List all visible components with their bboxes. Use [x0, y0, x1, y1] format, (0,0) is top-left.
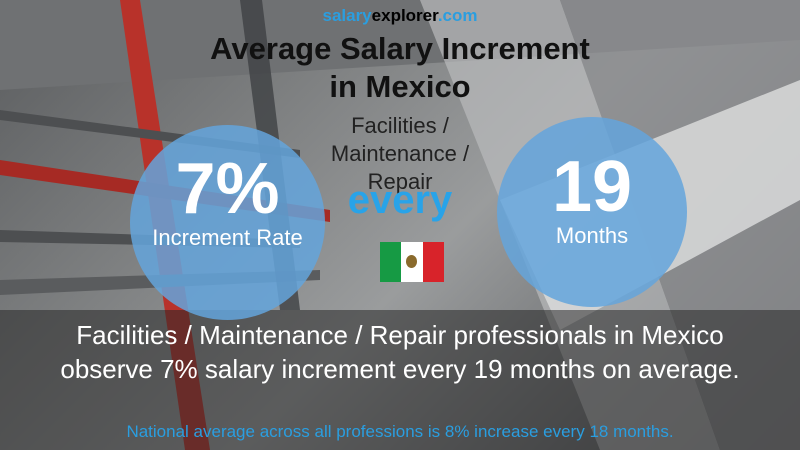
brand-part-domain: .com: [437, 6, 478, 25]
job-category-line-3: Repair: [367, 169, 433, 194]
job-category: Facilities / Maintenance / Repair: [300, 112, 500, 196]
brand-part-salary: salary: [322, 6, 372, 25]
page-title: Average Salary Increment in Mexico: [150, 30, 650, 106]
job-category-line-2: Maintenance /: [330, 141, 470, 166]
flag-stripe-white: [401, 242, 423, 282]
title-line-2: in Mexico: [329, 69, 471, 104]
period-circle: 19 Months: [497, 117, 687, 307]
summary-line-1: Facilities / Maintenance / Repair profes…: [76, 320, 724, 350]
job-category-line-1: Facilities /: [351, 113, 449, 138]
flag-stripe-red: [422, 242, 444, 282]
increment-rate-label: Increment Rate: [152, 225, 303, 250]
flag-emblem: [406, 255, 418, 268]
increment-rate-circle: 7% Increment Rate: [130, 125, 325, 320]
mexico-flag-icon: [380, 242, 444, 282]
flag-stripe-green: [380, 242, 402, 282]
summary-text: Facilities / Maintenance / Repair profes…: [0, 318, 800, 386]
site-logo[interactable]: salaryexplorer.com: [0, 6, 800, 26]
summary-band: [0, 310, 800, 450]
period-label: Months: [555, 223, 629, 248]
national-average-note: National average across all professions …: [126, 422, 674, 441]
brand-part-explorer: explorer: [371, 6, 438, 25]
increment-rate-value: 7%: [175, 149, 280, 229]
period-value: 19: [551, 147, 633, 227]
every-connector: every: [347, 178, 453, 222]
title-line-1: Average Salary Increment: [210, 31, 590, 66]
summary-line-2: observe 7% salary increment every 19 mon…: [60, 354, 740, 384]
